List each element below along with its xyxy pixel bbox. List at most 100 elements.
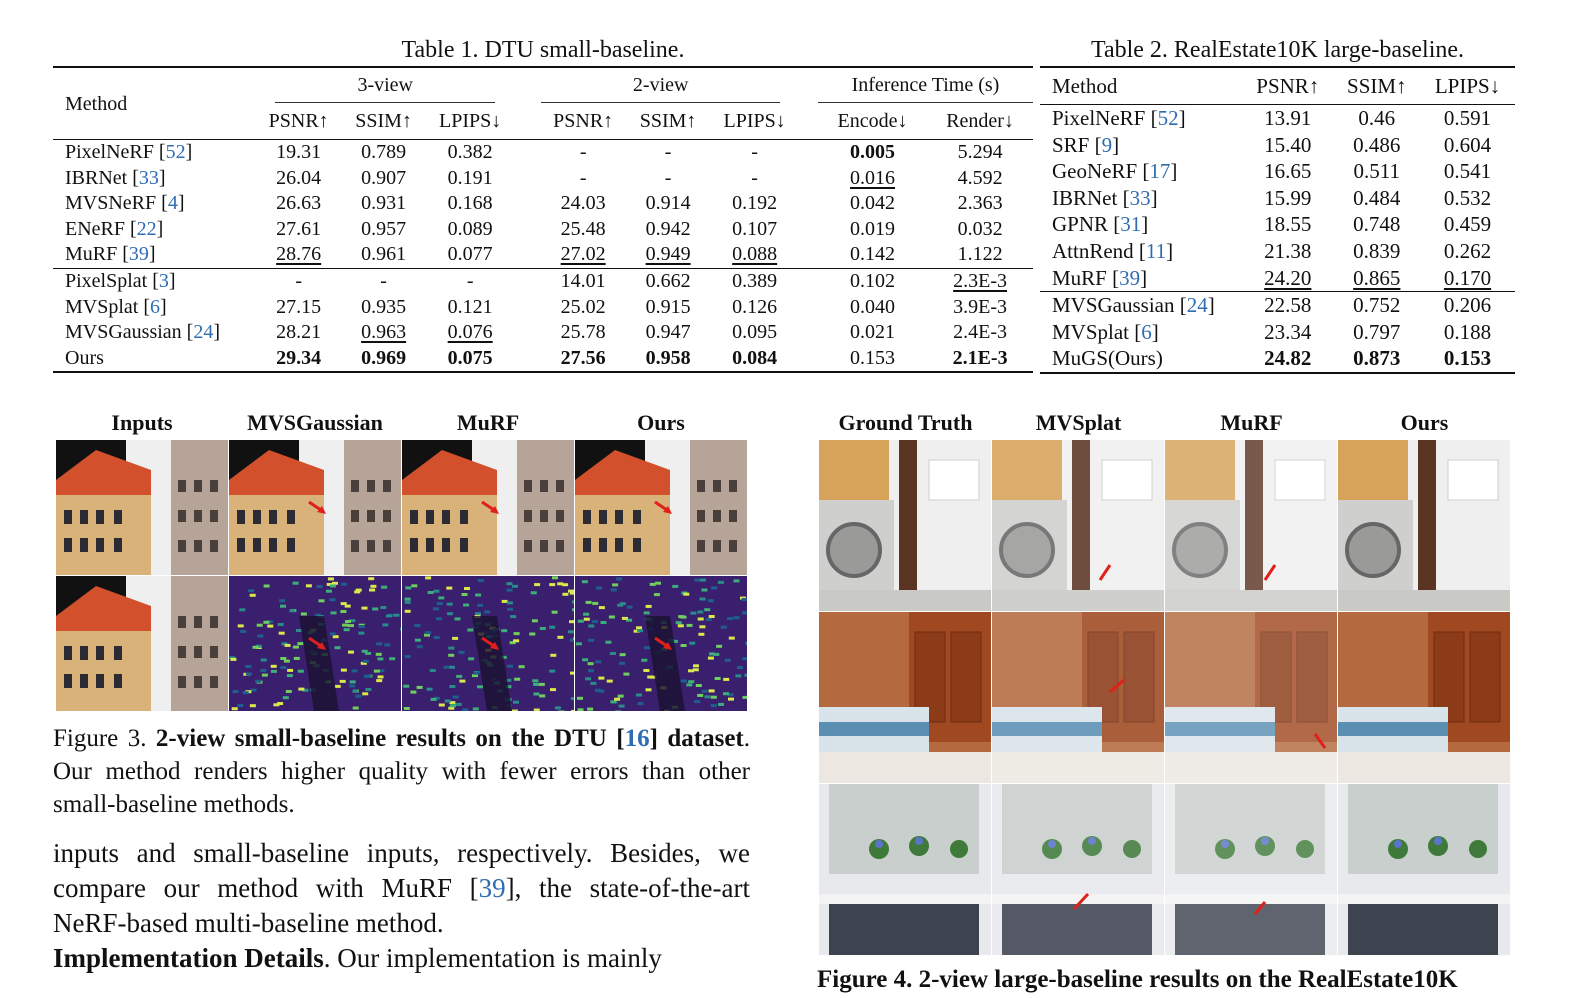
- citation-link[interactable]: 33: [1129, 185, 1151, 210]
- fig3-caption-rest: . Our method renders higher quality with…: [53, 725, 750, 818]
- t1-cell: 27.15: [276, 295, 322, 318]
- fig3-image-r0-c0: [56, 440, 228, 575]
- citation-link[interactable]: 17: [1149, 159, 1171, 184]
- t2-cell: 24.82: [1242, 345, 1334, 374]
- fig3-col-ours: Ours: [637, 410, 685, 435]
- fig4-image-r0-c1: [992, 440, 1164, 611]
- table-1: Table 1. DTU small-baseline. Method 3-vie…: [53, 34, 1033, 374]
- t1-method-name: Ours: [53, 345, 255, 374]
- citation-link[interactable]: 6: [1141, 319, 1152, 344]
- para1-text-b: ], the state-of-the-art NeRF-based multi…: [53, 873, 750, 938]
- t1-cell: 0.915: [645, 295, 691, 318]
- t1-cell: 19.31: [255, 138, 343, 166]
- t1-cell: 24.03: [560, 192, 606, 215]
- t1-method-name: IBRNet [33]: [65, 166, 166, 189]
- t1-cell: 0.019: [850, 217, 896, 240]
- t1-cell: 1.122: [957, 243, 1003, 266]
- fig4-col-mvsplat: MVSplat: [1035, 410, 1122, 435]
- t1-subheader: PSNR↑: [553, 110, 614, 132]
- citation-link[interactable]: 39: [128, 243, 149, 266]
- fig3-caption-prefix: Figure 3.: [53, 725, 147, 752]
- fig3-image-r1-c0: [56, 576, 228, 711]
- citation-link[interactable]: 6: [150, 295, 161, 318]
- t1-cell: 0.942: [645, 217, 691, 240]
- t1-cell: 0.021: [850, 321, 896, 344]
- fig4-image-r2-c0: [819, 784, 991, 955]
- citation-link[interactable]: 52: [1157, 106, 1179, 130]
- t1-cell: 0.121: [447, 295, 493, 318]
- citation-link[interactable]: 33: [138, 166, 159, 189]
- t2-method-name: MVSGaussian [24]: [1040, 291, 1242, 319]
- t1-method-header: Method: [53, 66, 255, 140]
- t1-cell: -: [539, 138, 627, 166]
- t1-cell: 0.958: [626, 345, 710, 374]
- t1-method-name: MuRF [39]: [65, 243, 156, 266]
- citation-link[interactable]: 24: [193, 321, 214, 344]
- t1-cell: -: [424, 267, 516, 295]
- t1-cell: 26.04: [276, 166, 322, 189]
- t1-cell: 2.4E-3: [953, 321, 1008, 344]
- fig4-image-r1-c2: [1165, 612, 1337, 783]
- citation-link[interactable]: 4: [167, 192, 178, 215]
- fig3-caption-bold-a: 2-view small-baseline results on the DTU…: [155, 725, 625, 752]
- t1-cell: 0.662: [626, 267, 710, 295]
- t1-cell: 0.089: [447, 217, 493, 240]
- citation-link[interactable]: 11: [1145, 238, 1167, 263]
- t1-method-name: PixelNeRF [52]: [53, 138, 255, 166]
- t2-cell: 0.591: [1420, 103, 1515, 132]
- t1-subheader: SSIM↑: [355, 110, 412, 132]
- t1-cell: 27.56: [539, 345, 627, 374]
- t2-method-name: AttnRend [11]: [1052, 238, 1174, 263]
- t1-cell: 0.088: [732, 243, 778, 266]
- citation-link[interactable]: 31: [1120, 212, 1142, 237]
- t1-cell: -: [626, 138, 710, 166]
- para1-ref[interactable]: 39: [478, 873, 506, 903]
- t1-cell: 27.61: [276, 217, 322, 240]
- fig4-image-r1-c1: [992, 612, 1164, 783]
- t1-cell: 0.191: [447, 166, 493, 189]
- t1-cell: 29.34: [255, 345, 343, 374]
- t1-cell: 0.153: [817, 345, 928, 374]
- fig4-col-gt: Ground Truth: [838, 410, 973, 435]
- t2-cell: 0.748: [1353, 212, 1401, 237]
- fig4-image-r0-c3: [1338, 440, 1510, 611]
- table-2-grid: Method PSNR↑ SSIM↑ LPIPS↓ PixelNeRF [52] 13.9…: [1040, 66, 1515, 374]
- t1-cell: 0.042: [850, 192, 896, 215]
- t2-cell: 0.170: [1443, 265, 1492, 290]
- citation-link[interactable]: 24: [1186, 293, 1208, 318]
- citation-link[interactable]: 52: [165, 141, 186, 163]
- t1-cell: 0.961: [361, 243, 407, 266]
- t1-subheader: SSIM↑: [639, 110, 697, 132]
- t1-cell: 0.789: [342, 138, 425, 166]
- para2-text: . Our implementation is mainly: [323, 943, 662, 973]
- t1-cell: 0.963: [361, 321, 407, 344]
- t2-cell: 0.541: [1443, 159, 1492, 184]
- fig4-col-ours: Ours: [1400, 410, 1449, 435]
- t2-cell: 15.99: [1264, 185, 1312, 210]
- fig3-caption-ref[interactable]: 16: [624, 725, 650, 752]
- para2-heading: Implementation Details: [53, 943, 324, 973]
- citation-link[interactable]: 22: [136, 217, 157, 240]
- t1-cell: -: [751, 166, 758, 189]
- table-1-caption: Table 1. DTU small-baseline.: [401, 37, 685, 63]
- t2-method-name: SRF [9]: [1052, 132, 1120, 157]
- t1-cell: 2.363: [957, 192, 1003, 215]
- fig3-image-r1-c2: [402, 576, 574, 711]
- para1-text-a: inputs and small-baseline inputs, respec…: [53, 838, 750, 903]
- t1-cell: -: [255, 267, 343, 295]
- t1-cell: 0.907: [361, 166, 407, 189]
- fig4-col-murf: MuRF: [1220, 410, 1283, 435]
- fig4-image-r1-c0: [819, 612, 991, 783]
- t1-cell: 0.032: [957, 217, 1003, 240]
- t1-cell: 0.192: [732, 192, 778, 215]
- t2-cell: 22.58: [1242, 291, 1334, 319]
- citation-link[interactable]: 9: [1101, 132, 1113, 157]
- fig3-image-r1-c3: [575, 576, 747, 711]
- t1-subheader: LPIPS↓: [439, 110, 502, 132]
- citation-link[interactable]: 39: [1119, 265, 1141, 290]
- citation-link[interactable]: 3: [158, 269, 169, 292]
- fig4-image-r1-c3: [1338, 612, 1510, 783]
- t1-subheader: LPIPS↓: [723, 110, 786, 132]
- t1-cell: 28.21: [276, 321, 322, 344]
- t1-cell: 0.102: [817, 267, 928, 295]
